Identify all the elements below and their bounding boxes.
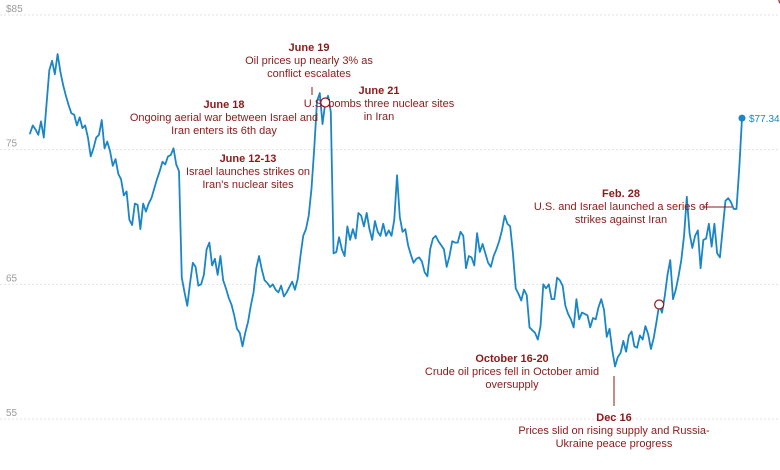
- annotation-heading: June 12-13: [220, 153, 277, 165]
- end-value-label: $77.34: [749, 114, 780, 125]
- annotation-heading: June 21: [359, 85, 400, 97]
- annotation-text-line: Crude oil prices fell in October amid: [425, 366, 599, 378]
- annotation-june-21: June 21U.S. bombs three nuclear sitesin …: [304, 85, 455, 123]
- annotation-text-line: strikes against Iran: [575, 214, 667, 226]
- annotation-marker-ring: [320, 97, 331, 108]
- annotation-heading: June 19: [289, 42, 330, 54]
- y-tick-label: 55: [6, 408, 18, 419]
- annotation-heading: Dec 16: [596, 412, 631, 424]
- y-tick-label: 65: [6, 273, 18, 284]
- annotation-text-line: Ukraine peace progress: [556, 438, 673, 450]
- annotation-text-line: U.S. bombs three nuclear sites: [304, 98, 455, 110]
- annotation-text-line: Iran's nuclear sites: [202, 179, 294, 191]
- annotation-heading: October 16-20: [475, 353, 548, 365]
- annotation-text-line: conflict escalates: [267, 68, 351, 80]
- gridlines: [0, 14, 780, 420]
- annotation-text-line: U.S. and Israel launched a series of: [534, 201, 709, 213]
- y-tick-label: 75: [6, 139, 18, 150]
- annotation-text-line: Oil prices up nearly 3% as: [245, 55, 373, 67]
- annotation-marker-ring: [654, 299, 665, 310]
- series-line-group: $77.34: [29, 53, 780, 368]
- annotation-text-line: Prices slid on rising supply and Russia-: [518, 425, 710, 437]
- annotation-text-line: oversupply: [485, 379, 539, 391]
- annotation-text-line: Israel launches strikes on: [186, 166, 310, 178]
- annotation-heading: June 18: [204, 99, 245, 111]
- annotation-text-line: Iran enters its 6th day: [171, 125, 277, 137]
- annotation-heading: Feb. 28: [602, 188, 640, 200]
- annotation-feb-28: Feb. 28U.S. and Israel launched a series…: [534, 0, 780, 226]
- annotation-text-line: in Iran: [364, 111, 395, 123]
- y-tick-label: $85: [6, 4, 23, 15]
- price-series-line: [29, 53, 743, 368]
- annotation-text-line: Ongoing aerial war between Israel and: [130, 112, 318, 124]
- end-point-marker: [738, 114, 746, 122]
- y-axis-tick-labels: $85 75 65 55: [6, 4, 23, 419]
